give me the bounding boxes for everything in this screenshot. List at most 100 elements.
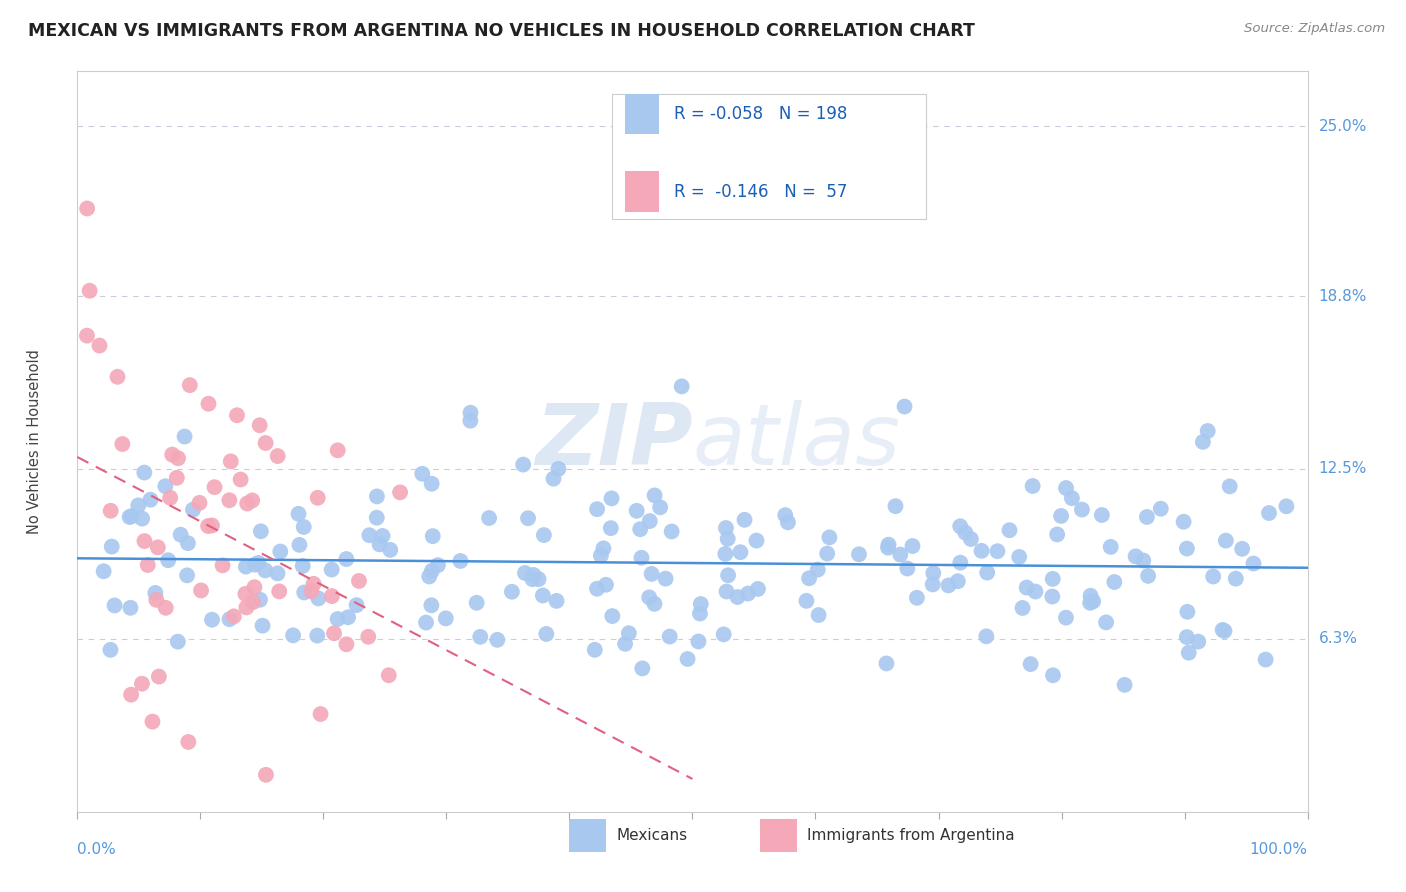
- Point: [1011, 601, 1033, 615]
- Point: [1021, 479, 1043, 493]
- Point: [120, 688, 142, 702]
- Point: [449, 554, 471, 568]
- Text: 18.8%: 18.8%: [1319, 289, 1367, 303]
- Point: [1275, 500, 1298, 514]
- Point: [921, 577, 943, 591]
- Point: [501, 584, 523, 599]
- Point: [946, 574, 969, 589]
- Point: [650, 500, 672, 515]
- Point: [366, 510, 388, 524]
- Point: [512, 458, 534, 472]
- Point: [146, 541, 169, 555]
- Point: [630, 550, 652, 565]
- Point: [1078, 596, 1101, 610]
- Point: [249, 592, 271, 607]
- Point: [166, 471, 188, 485]
- Point: [1091, 508, 1114, 522]
- Point: [155, 600, 177, 615]
- Point: [321, 589, 343, 603]
- Point: [614, 637, 637, 651]
- Point: [1095, 615, 1118, 630]
- Point: [644, 488, 666, 502]
- Point: [301, 584, 323, 599]
- Point: [181, 502, 204, 516]
- Point: [235, 587, 257, 601]
- Text: 100.0%: 100.0%: [1250, 842, 1308, 857]
- Point: [1219, 479, 1241, 493]
- Point: [357, 630, 380, 644]
- Point: [818, 530, 841, 544]
- Text: R =  -0.146   N =  57: R = -0.146 N = 57: [673, 183, 848, 201]
- Point: [219, 454, 242, 468]
- Point: [1192, 434, 1215, 449]
- Point: [465, 596, 488, 610]
- Point: [218, 612, 240, 626]
- Point: [204, 480, 226, 494]
- Point: [807, 563, 830, 577]
- Point: [371, 529, 394, 543]
- Point: [218, 493, 240, 508]
- Point: [1254, 652, 1277, 666]
- Point: [586, 502, 609, 516]
- Point: [242, 595, 264, 609]
- Point: [197, 397, 219, 411]
- Point: [188, 496, 211, 510]
- Point: [1042, 572, 1064, 586]
- Point: [527, 572, 550, 586]
- Point: [222, 609, 245, 624]
- Point: [266, 566, 288, 581]
- Point: [734, 513, 756, 527]
- Point: [121, 508, 143, 523]
- Point: [131, 676, 153, 690]
- Point: [714, 521, 737, 535]
- Point: [145, 592, 167, 607]
- Point: [346, 598, 368, 612]
- Point: [747, 582, 769, 596]
- Point: [1104, 574, 1126, 589]
- Text: 6.3%: 6.3%: [1319, 632, 1358, 647]
- Point: [420, 564, 443, 578]
- Point: [543, 472, 565, 486]
- Point: [100, 643, 122, 657]
- Point: [1173, 515, 1195, 529]
- Point: [1054, 481, 1077, 495]
- Point: [949, 519, 972, 533]
- Point: [776, 516, 799, 530]
- Point: [1019, 657, 1042, 672]
- Point: [148, 669, 170, 683]
- Point: [254, 768, 277, 782]
- Point: [884, 499, 907, 513]
- Point: [546, 594, 568, 608]
- Point: [1177, 646, 1199, 660]
- Point: [426, 558, 449, 573]
- Point: [1099, 540, 1122, 554]
- Point: [321, 563, 343, 577]
- Point: [76, 328, 98, 343]
- Text: No Vehicles in Household: No Vehicles in Household: [27, 349, 42, 534]
- Point: [960, 532, 983, 546]
- Point: [243, 558, 266, 572]
- Point: [717, 532, 740, 546]
- Point: [807, 608, 830, 623]
- Point: [1215, 533, 1237, 548]
- Point: [875, 657, 897, 671]
- Point: [411, 467, 433, 481]
- Point: [796, 594, 818, 608]
- Point: [201, 613, 224, 627]
- Point: [513, 566, 536, 580]
- Point: [287, 507, 309, 521]
- Point: [628, 522, 651, 536]
- Point: [1258, 506, 1281, 520]
- Point: [1230, 541, 1253, 556]
- Text: Mexicans: Mexicans: [616, 829, 688, 843]
- Point: [1015, 581, 1038, 595]
- Point: [120, 600, 142, 615]
- Point: [177, 735, 200, 749]
- Point: [190, 583, 212, 598]
- Point: [235, 600, 257, 615]
- Point: [307, 591, 329, 606]
- Point: [93, 564, 115, 578]
- Point: [640, 566, 662, 581]
- Point: [877, 541, 900, 555]
- Point: [949, 556, 972, 570]
